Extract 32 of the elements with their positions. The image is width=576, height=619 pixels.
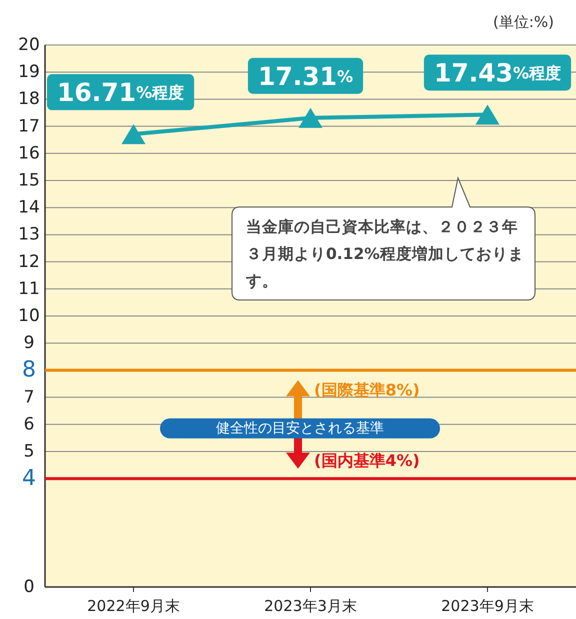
y-tick-label: 6 [24, 414, 34, 434]
y-tick-label: 11 [18, 278, 40, 299]
data-label: 16.71%程度 [57, 78, 184, 107]
y-tick-label: 13 [18, 224, 40, 245]
data-label: 17.43%程度 [434, 58, 562, 88]
y-tick-label: 4 [22, 466, 36, 492]
y-tick-label: 7 [24, 387, 34, 408]
legend-label: (国内基準4%) [314, 451, 420, 470]
text: (単位:%) [492, 13, 554, 31]
data-label: 17.31% [258, 61, 354, 90]
y-tick-label: 17 [18, 116, 40, 136]
x-tick-label: 2023年9月末 [441, 597, 534, 615]
point [476, 104, 500, 125]
y-tick-label: 19 [18, 62, 40, 82]
y-tick-label: 14 [18, 198, 40, 218]
y-tick-label: 15 [18, 170, 40, 190]
y-tick-label: 0 [24, 577, 34, 597]
y-tick-label: 20 [18, 35, 40, 55]
x-tick-label: 2023年3月末 [264, 597, 357, 615]
y-tick-label: 8 [22, 358, 36, 383]
point [122, 124, 146, 144]
annotation: 当金庫の自己資本比率は、２０２３年３月期より0.12%程度増加しております。 [246, 217, 525, 292]
y-tick-label: 9 [24, 333, 34, 354]
point [298, 108, 322, 128]
y-tick-label: 10 [18, 306, 40, 326]
y-tick-label: 12 [18, 252, 40, 272]
y-tick-label: 5 [24, 442, 34, 462]
y-tick-label: 18 [18, 89, 40, 110]
x-tick-label: 2022年9月末 [87, 597, 180, 615]
y-tick-label: 16 [18, 143, 40, 164]
annotation: 健全性の目安とされる基準 [216, 420, 384, 436]
ref-line-label: (国際基準8%) [314, 380, 420, 400]
